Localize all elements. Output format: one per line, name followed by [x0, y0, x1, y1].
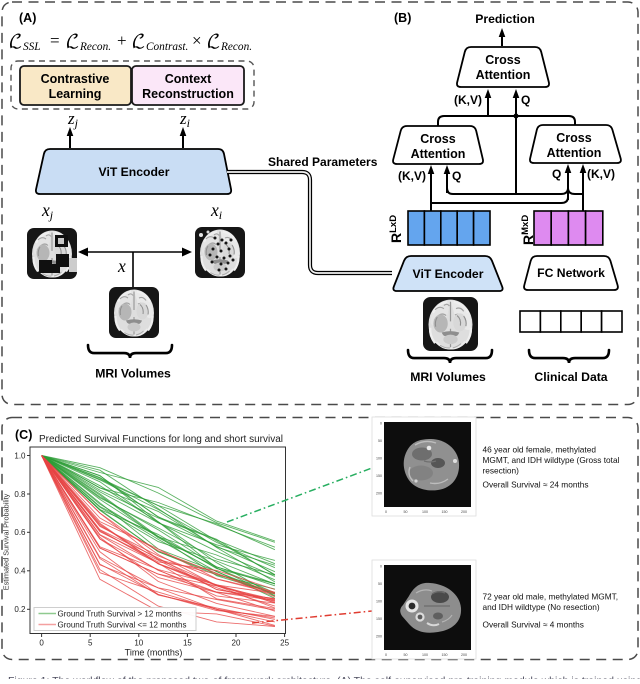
svg-text:Contrast.: Contrast.	[146, 41, 188, 53]
svg-text:Predicted Survival Functions f: Predicted Survival Functions for long an…	[39, 434, 283, 445]
svg-text:Recon.: Recon.	[220, 41, 252, 53]
svg-text:100: 100	[422, 510, 428, 514]
svg-text:150: 150	[376, 617, 382, 621]
svg-text:ViT Encoder: ViT Encoder	[413, 267, 484, 281]
svg-text:150: 150	[442, 653, 448, 657]
svg-text:Attention: Attention	[476, 68, 531, 82]
svg-text:Ground Truth Survival <= 12 mo: Ground Truth Survival <= 12 months	[58, 621, 187, 630]
svg-text:50: 50	[404, 510, 408, 514]
svg-text:zj: zj	[67, 109, 79, 130]
svg-text:Cross: Cross	[420, 132, 455, 146]
svg-text:SSL: SSL	[23, 41, 41, 53]
svg-text:100: 100	[376, 600, 382, 604]
svg-text:25: 25	[280, 639, 289, 648]
svg-text:Reconstruction: Reconstruction	[142, 87, 234, 101]
svg-text:0: 0	[39, 639, 44, 648]
svg-text:0.6: 0.6	[14, 528, 26, 537]
svg-text:0: 0	[385, 510, 387, 514]
svg-text:200: 200	[376, 492, 382, 496]
svg-text:Cross: Cross	[485, 53, 520, 67]
svg-text:0.4: 0.4	[14, 567, 26, 576]
svg-text:FC Network: FC Network	[537, 266, 605, 280]
svg-text:Ground Truth Survival > 12 mon: Ground Truth Survival > 12 months	[58, 610, 182, 619]
svg-text:0: 0	[385, 653, 387, 657]
svg-text:×: ×	[192, 31, 202, 50]
svg-text:(C): (C)	[15, 428, 32, 442]
svg-text:Shared Parameters: Shared Parameters	[268, 155, 378, 169]
svg-text:Contrastive: Contrastive	[41, 72, 110, 86]
svg-text:0.8: 0.8	[14, 490, 26, 499]
svg-text:200: 200	[461, 510, 467, 514]
svg-text:50: 50	[378, 582, 382, 586]
svg-text:100: 100	[422, 653, 428, 657]
svg-text:Attention: Attention	[411, 147, 466, 161]
svg-text:Time (months): Time (months)	[125, 648, 183, 658]
svg-text:MRI Volumes: MRI Volumes	[410, 370, 486, 384]
svg-text:x: x	[117, 256, 126, 276]
svg-text:20: 20	[232, 639, 241, 648]
svg-text:Learning: Learning	[49, 87, 102, 101]
svg-text:200: 200	[461, 653, 467, 657]
svg-text:(B): (B)	[394, 11, 411, 25]
svg-text:=: =	[50, 31, 60, 50]
svg-text:5: 5	[88, 639, 93, 648]
svg-text:resection): resection)	[483, 466, 520, 476]
svg-text:Q: Q	[452, 169, 461, 183]
svg-text:(K,V): (K,V)	[587, 167, 615, 181]
svg-text:Clinical Data: Clinical Data	[534, 370, 607, 384]
svg-text:0: 0	[380, 422, 382, 426]
svg-text:Cross: Cross	[556, 131, 591, 145]
svg-text:10: 10	[134, 639, 143, 648]
svg-text:MGMT, and IDH wildtype (Gross: MGMT, and IDH wildtype (Gross total	[483, 455, 620, 465]
svg-text:150: 150	[442, 510, 448, 514]
svg-text:(A): (A)	[19, 11, 36, 25]
svg-text:Context: Context	[165, 72, 212, 86]
svg-text:MRI Volumes: MRI Volumes	[95, 367, 171, 381]
svg-text:46 year old female, methylated: 46 year old female, methylated	[483, 445, 597, 455]
svg-text:Overall Survival ≈ 4 months: Overall Survival ≈ 4 months	[483, 619, 584, 629]
svg-text:15: 15	[183, 639, 192, 648]
svg-text:Q: Q	[552, 167, 561, 181]
svg-text:200: 200	[376, 635, 382, 639]
svg-text:0: 0	[380, 565, 382, 569]
svg-text:Attention: Attention	[547, 146, 602, 160]
svg-text:(K,V): (K,V)	[454, 93, 482, 107]
svg-text:zi: zi	[179, 109, 190, 130]
svg-text:Prediction: Prediction	[475, 12, 535, 26]
svg-text:50: 50	[404, 653, 408, 657]
svg-text:Overall Survival ≈ 24 months: Overall Survival ≈ 24 months	[483, 479, 589, 489]
svg-text:+: +	[117, 31, 127, 50]
svg-text:150: 150	[376, 474, 382, 478]
svg-text:and IDH wildtype (No resection: and IDH wildtype (No resection)	[483, 602, 600, 612]
svg-text:1.0: 1.0	[14, 451, 26, 460]
svg-text:72 year old male, methylated M: 72 year old male, methylated MGMT,	[483, 592, 619, 602]
svg-text:0.2: 0.2	[14, 605, 26, 614]
svg-text:Figure 1: The workflow of the: Figure 1: The workflow of the proposed t…	[8, 675, 640, 679]
svg-text:(K,V): (K,V)	[398, 169, 426, 183]
svg-text:Estimated Survival Probability: Estimated Survival Probability	[2, 493, 11, 590]
svg-text:100: 100	[376, 457, 382, 461]
svg-text:50: 50	[378, 439, 382, 443]
svg-text:Q: Q	[521, 93, 530, 107]
svg-text:ViT Encoder: ViT Encoder	[99, 165, 170, 179]
svg-text:Recon.: Recon.	[79, 41, 111, 53]
